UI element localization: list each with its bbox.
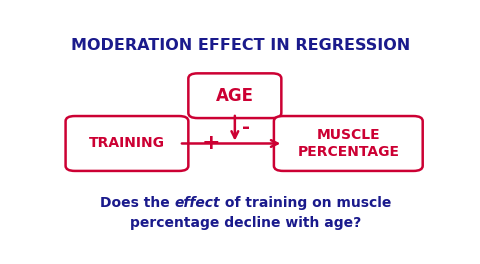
Text: Does the: Does the bbox=[100, 196, 175, 210]
FancyBboxPatch shape bbox=[66, 116, 188, 171]
Text: MODERATION EFFECT IN REGRESSION: MODERATION EFFECT IN REGRESSION bbox=[71, 38, 410, 53]
FancyBboxPatch shape bbox=[274, 116, 423, 171]
Text: AGE: AGE bbox=[216, 87, 254, 105]
Text: of training on muscle: of training on muscle bbox=[220, 196, 392, 210]
Text: -: - bbox=[242, 118, 250, 137]
FancyBboxPatch shape bbox=[188, 73, 281, 118]
Text: percentage decline with age?: percentage decline with age? bbox=[131, 216, 361, 230]
Text: MUSCLE
PERCENTAGE: MUSCLE PERCENTAGE bbox=[297, 128, 399, 159]
Text: +: + bbox=[201, 134, 220, 153]
Text: TRAINING: TRAINING bbox=[89, 136, 165, 150]
Text: effect: effect bbox=[175, 196, 220, 210]
